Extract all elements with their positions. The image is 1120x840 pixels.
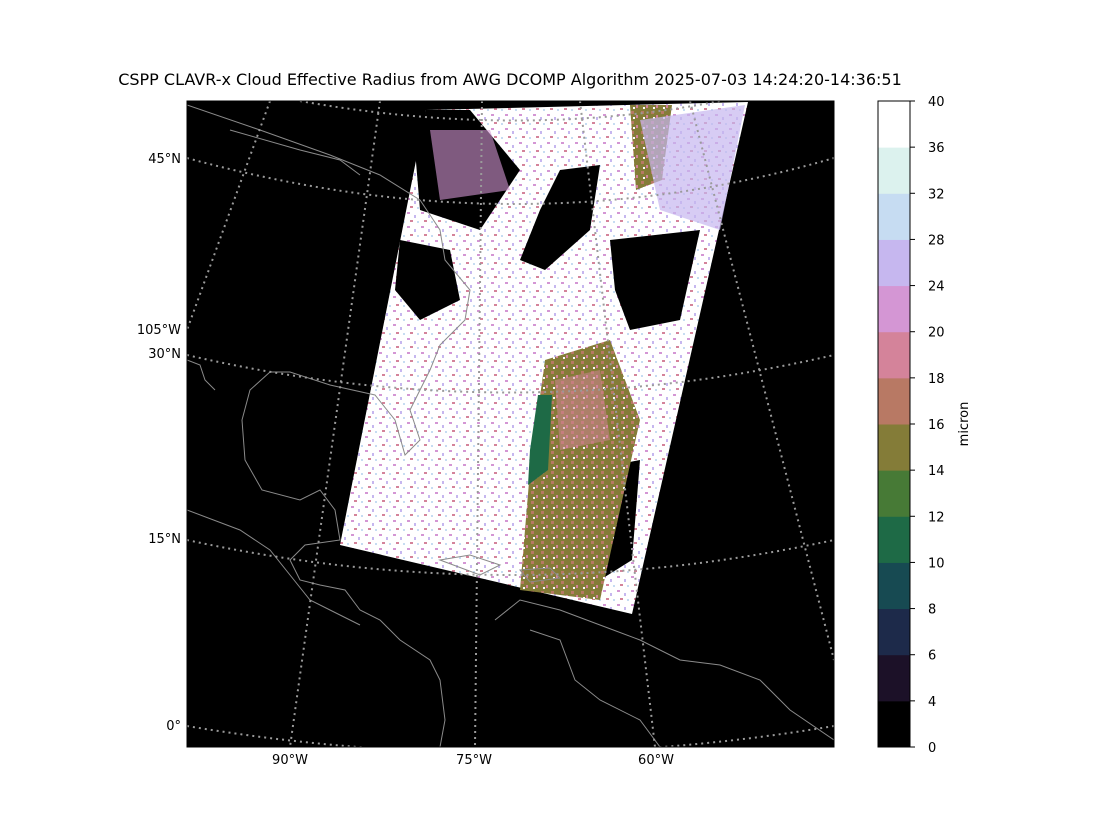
swath-lavender: [430, 130, 510, 200]
colorbar-segment: [878, 608, 910, 656]
colorbar-segment: [878, 562, 910, 610]
gridlines: [187, 101, 834, 747]
swath-teal-streak: [528, 395, 552, 485]
colorbar-tick-label: 36: [928, 141, 945, 156]
colorbar-tick-label: 14: [928, 464, 945, 479]
colorbar-tick-label: 16: [928, 418, 945, 433]
colorbar-ticks: 0 4 6 8 10 12 14 16 18 20 24 28 32 36 40: [910, 95, 945, 756]
colorbar-segment: [878, 424, 910, 471]
swath-pink: [555, 370, 610, 450]
swath-lavender: [640, 105, 745, 230]
swath-clear-region: [520, 165, 600, 270]
colorbar-segment: [878, 377, 910, 425]
colorbar-segment: [878, 331, 910, 379]
colorbar-tick-label: 24: [928, 280, 945, 295]
chart-title: CSPP CLAVR-x Cloud Effective Radius from…: [118, 70, 902, 89]
colorbar-tick-label: 20: [928, 326, 945, 341]
meridian-90w: [289, 101, 381, 747]
colorbar-tick-label: 8: [928, 603, 936, 618]
colorbar-tick-label: 18: [928, 372, 945, 387]
colorbar-segment: [878, 516, 910, 563]
colorbar-tick-label: 40: [928, 95, 945, 110]
colorbar-segment: [878, 239, 910, 287]
meridian-45w: [689, 101, 834, 661]
colorbar-tick-label: 12: [928, 510, 945, 525]
map-frame: [186, 100, 835, 748]
lon-label-75w: 75°W: [456, 753, 492, 768]
coastlines: [187, 104, 834, 747]
lon-label-60w: 60°W: [638, 753, 674, 768]
satellite-swath: [340, 102, 748, 614]
parallel-45n: [187, 157, 834, 205]
colorbar-segment: [878, 700, 910, 748]
meridian-105w: [187, 101, 271, 331]
colorbar-tick-label: 10: [928, 556, 945, 571]
colorbar-tick-label: 28: [928, 233, 945, 248]
lat-label-15n: 15°N: [148, 532, 181, 547]
parallel-15n: [187, 539, 834, 576]
colorbar-segment: [878, 470, 910, 517]
colorbar-segment: [878, 654, 910, 702]
colorbar-tick-label: 32: [928, 187, 945, 202]
colorbar-segment: [878, 147, 910, 194]
swath-clear-region: [610, 230, 700, 330]
lat-label-30n: 30°N: [148, 347, 181, 362]
parallel-60n: [299, 101, 721, 122]
colorbar-label: micron: [957, 402, 972, 447]
lon-label-105w: 105°W: [137, 323, 181, 338]
lon-label-90w: 90°W: [272, 753, 308, 768]
colorbar-segment: [878, 193, 910, 240]
colorbar-segments: [878, 101, 910, 748]
meridian-60w: [579, 101, 656, 747]
colorbar-segment: [878, 285, 910, 333]
colorbar-segment: [878, 101, 910, 148]
parallel-30n: [187, 354, 834, 394]
colorbar-tick-label: 4: [928, 695, 936, 710]
lat-label-0: 0°: [166, 719, 181, 734]
colorbar-tick-label: 0: [928, 741, 936, 756]
swath-clear-region: [395, 240, 460, 320]
lat-label-45n: 45°N: [148, 152, 181, 167]
colorbar-tick-label: 6: [928, 649, 936, 664]
